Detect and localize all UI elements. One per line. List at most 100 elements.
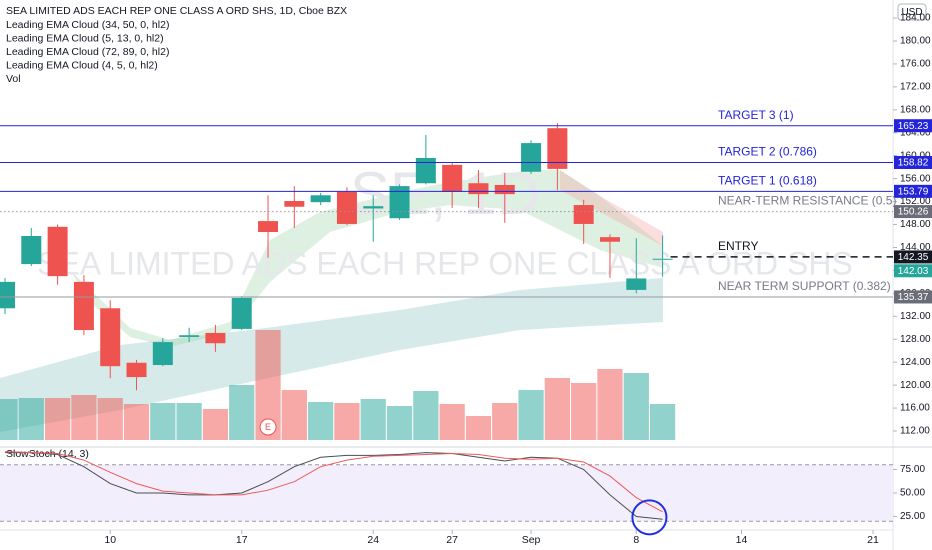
highlight-circle [631,499,668,536]
candle-body [152,342,173,366]
volume-bar [386,406,413,440]
candle-body [258,221,279,232]
level-badge-label: 135.37 [898,292,929,303]
volume-bar [44,398,71,440]
volume-bar [97,398,123,440]
level-badge [894,250,932,264]
x-tick-label: 27 [446,534,458,546]
level-badge [894,184,932,198]
currency-badge[interactable] [897,3,927,21]
volume-bar [492,403,518,440]
y-tick-label: 160.00 [900,150,931,161]
candle-body [336,191,357,224]
stoch-y-tick-label: 25.00 [900,511,925,522]
indicator-legend: Leading EMA Cloud (4, 5, 0, hl2) [6,60,158,72]
volume-bar [176,403,202,440]
x-tick-label: 10 [104,534,116,546]
level-label: TARGET 1 (0.618) [718,173,817,187]
candle-body [284,201,305,207]
volume-bar [413,391,439,440]
x-tick-label: 21 [867,534,879,546]
candle-body [179,335,200,337]
volume-bar [518,390,544,440]
stoch-line [4,451,663,513]
y-tick-label: 124.00 [900,357,931,368]
candle-body [126,362,147,378]
candle-body [363,206,384,209]
candle-body [494,184,515,195]
candle-body [547,128,568,169]
y-tick-label: 156.00 [900,173,931,184]
candle-body [231,297,252,329]
y-tick-label: 184.00 [900,13,931,24]
level-badge [894,119,932,133]
indicator-legend: Leading EMA Cloud (34, 50, 0, hl2) [6,19,169,31]
y-tick-label: 148.00 [900,219,931,230]
volume-bar [544,378,570,440]
volume-bar [571,383,597,440]
y-tick-label: 176.00 [900,59,931,70]
level-badge-label: 153.79 [898,186,929,197]
candle-body [652,258,673,260]
indicator-legend: Vol [6,73,21,85]
level-badge-label: 142.35 [898,252,929,263]
earnings-badge [259,418,277,436]
volume-bar [202,409,229,440]
x-tick-label: 14 [736,534,748,546]
last-price-badge [894,264,932,278]
y-tick-label: 112.00 [900,426,930,437]
volume-bar [597,369,623,440]
volume-bar [18,398,44,440]
y-tick-label: 144.00 [900,242,931,253]
y-tick-label: 128.00 [900,334,931,345]
y-tick-label: 120.00 [900,380,931,391]
y-tick-label: 172.00 [900,82,931,93]
level-label: NEAR-TERM RESISTANCE (0.5) [718,194,896,208]
candle-body [599,237,620,242]
level-badge [894,290,932,304]
volume-bar [649,404,676,440]
candle-body [205,332,226,344]
level-badge-label: 158.82 [898,158,929,169]
indicator-legend: Leading EMA Cloud (5, 13, 0, hl2) [6,33,164,45]
volume-bar [334,403,360,440]
level-label: ENTRY [718,239,758,253]
y-tick-label: 168.00 [900,104,931,115]
stoch-y-tick-label: 75.00 [900,464,925,475]
candle-body [573,205,594,224]
volume-bar [71,395,97,440]
level-badge [894,155,932,169]
volume-bar [308,402,334,440]
x-tick-label: Sep [522,534,541,546]
x-tick-label: 24 [367,534,379,546]
indicator-legend: Leading EMA Cloud (72, 89, 0, hl2) [6,46,169,58]
candle-body [310,195,331,203]
level-badge [894,205,932,219]
x-tick-label: 8 [633,534,639,546]
earnings-label: E [265,422,271,432]
ema-cloud [560,170,663,246]
volume-bar [439,404,465,440]
stoch-y-tick-label: 50.00 [900,488,925,499]
y-tick-label: 164.00 [900,127,931,138]
volume-bar [465,416,492,440]
level-badge-label: 150.26 [898,207,929,218]
candle-body [442,164,463,192]
last-price-label: 142.03 [898,266,929,277]
volume-bar [281,390,307,440]
ema-cloud [0,278,663,432]
candle-body [47,226,68,277]
volume-bar [150,403,176,440]
y-tick-label: 132.00 [900,311,931,322]
level-label: TARGET 3 (1) [718,108,794,122]
candle-body [100,308,121,367]
y-tick-label: 180.00 [900,36,931,47]
candle-body [468,183,489,195]
candle-body [73,281,94,331]
level-label: NEAR TERM SUPPORT (0.382) [718,279,891,293]
x-tick-label: 17 [236,534,248,546]
level-badge-label: 165.23 [898,121,929,132]
volume-bar [623,373,649,440]
